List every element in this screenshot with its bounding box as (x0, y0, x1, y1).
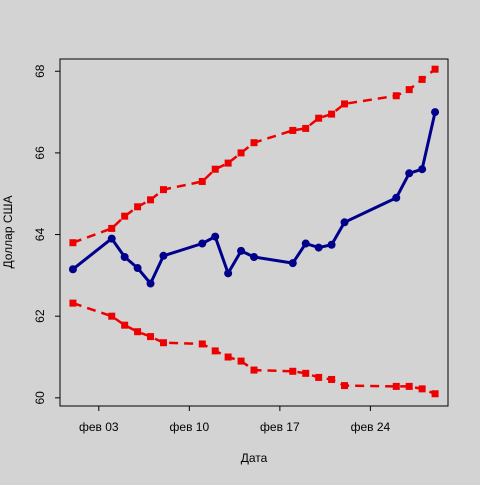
series-upper-point (159, 186, 167, 194)
x-tick-label: фев 24 (351, 420, 391, 434)
series-upper-point (147, 196, 155, 204)
series-main-point (418, 165, 427, 174)
series-lower-point (405, 382, 413, 390)
series-upper-point (418, 75, 426, 83)
series-lower-point (315, 373, 323, 381)
series-main-point (392, 193, 401, 202)
x-tick-label: фев 03 (79, 420, 119, 434)
series-main-point (146, 279, 155, 288)
series-main-point (224, 269, 233, 278)
y-axis-label: Доллар США (1, 195, 15, 268)
y-tick-label: 66 (33, 146, 47, 160)
series-main-point (431, 108, 440, 117)
series-main-point (211, 232, 220, 241)
series-main-point (107, 234, 116, 243)
series-lower-point (147, 333, 155, 341)
y-tick-label: 62 (33, 309, 47, 323)
y-tick-label: 60 (33, 391, 47, 405)
series-upper-point (69, 239, 77, 247)
series-main-point (237, 246, 246, 255)
series-upper-point (431, 65, 439, 73)
series-upper-point (250, 139, 258, 147)
series-lower-point (328, 375, 336, 383)
series-lower-point (237, 357, 245, 365)
series-lower-line (72, 301, 436, 395)
series-upper-point (405, 86, 413, 94)
series-upper-point (211, 165, 219, 173)
series-lower-point (302, 369, 310, 377)
series-main-point (327, 240, 336, 249)
series-lower-point (121, 321, 129, 329)
series-lower (69, 299, 439, 398)
series-main-point (198, 239, 207, 248)
series-upper-point (328, 110, 336, 118)
series-lower-point (159, 339, 167, 347)
series-main-point (159, 251, 168, 260)
series-upper-point (224, 159, 232, 167)
series-lower-point (69, 299, 77, 307)
series-lower-point (211, 347, 219, 355)
y-axis: 60 62 64 66 68 (33, 64, 60, 405)
series-upper-point (121, 212, 129, 220)
series-main (68, 108, 440, 288)
x-tick-label: фев 17 (260, 420, 300, 434)
series-upper-point (237, 149, 245, 157)
y-tick-label: 64 (33, 228, 47, 242)
series-main-point (250, 252, 258, 261)
x-tick-label: фев 10 (170, 420, 210, 434)
series-lower-point (289, 367, 297, 375)
series-layer (68, 65, 440, 398)
series-lower-point (418, 385, 426, 393)
series-main-point (120, 252, 129, 261)
series-upper (69, 65, 439, 247)
series-main-point (340, 218, 349, 227)
series-upper-point (341, 100, 349, 108)
series-main-point (405, 169, 414, 178)
series-upper-point (108, 224, 116, 232)
x-axis: фев 03 фев 10 фев 17 фев 24 (79, 406, 391, 434)
series-upper-point (198, 177, 206, 185)
series-lower-point (392, 382, 400, 390)
plot-area (59, 58, 449, 407)
y-tick-label: 68 (33, 64, 47, 78)
series-lower-point (134, 328, 142, 336)
series-lower-point (224, 353, 232, 361)
series-lower-point (341, 382, 349, 390)
series-lower-point (250, 366, 258, 374)
series-upper-point (289, 126, 297, 134)
series-upper-point (392, 92, 400, 100)
series-lower-point (198, 340, 206, 348)
series-upper-point (315, 114, 323, 122)
series-upper-point (134, 203, 142, 211)
x-axis-label: Дата (241, 451, 268, 465)
series-lower-point (108, 312, 116, 320)
series-main-point (133, 264, 142, 273)
series-lower-point (431, 390, 439, 398)
series-main-point (301, 239, 310, 248)
series-main-point (288, 259, 297, 268)
series-main-point (68, 265, 77, 274)
series-main-point (314, 243, 323, 252)
series-upper-point (302, 124, 310, 132)
